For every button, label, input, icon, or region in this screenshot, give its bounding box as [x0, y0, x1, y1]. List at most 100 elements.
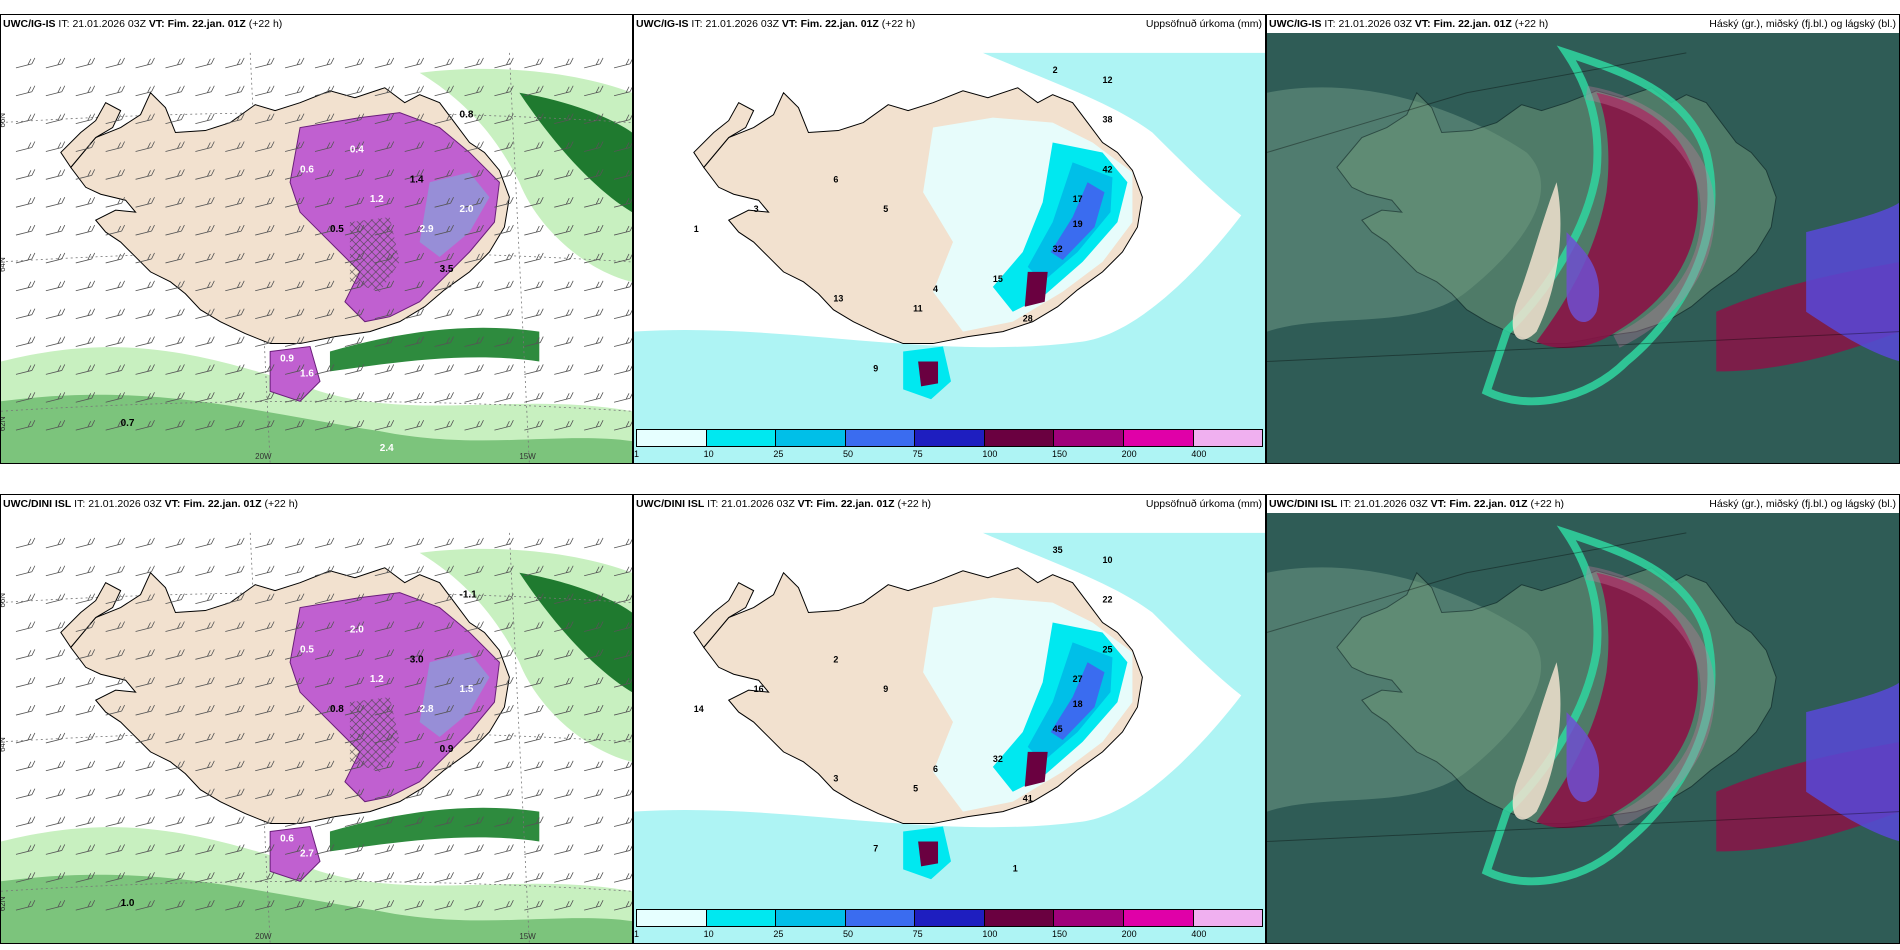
wind-barb — [524, 788, 544, 800]
wind-barb — [255, 537, 275, 549]
wind-barb — [135, 224, 155, 236]
wind-barb — [613, 393, 632, 403]
wind-barb — [195, 392, 215, 403]
valid-time-label: VT: — [164, 498, 181, 510]
temperature-value: 2.4 — [380, 443, 394, 454]
wind-barb — [344, 57, 365, 69]
valid-time-label: VT: — [1430, 498, 1447, 510]
temperature-value: 1.2 — [370, 674, 384, 685]
wind-barb — [165, 169, 185, 180]
init-time: 21.01.2026 03Z — [721, 498, 795, 510]
wind-barb — [75, 537, 96, 549]
wind-barb — [404, 308, 425, 320]
wind-barb — [494, 900, 514, 911]
wind-barb — [584, 280, 604, 292]
wind-barb — [464, 788, 484, 800]
temperature-value: 2.0 — [460, 204, 474, 215]
wind-barb — [255, 788, 275, 800]
precip-value: 16 — [754, 684, 764, 694]
wind-barb — [344, 113, 365, 124]
precip-value: 6 — [933, 764, 938, 774]
wind-barb — [464, 900, 484, 911]
wind-barb — [374, 392, 395, 403]
valid-time-label: VT: — [797, 498, 814, 510]
wind-barb — [15, 420, 36, 431]
valid-time: Fim. 22.jan. 01Z — [183, 498, 262, 510]
wind-barb — [374, 141, 395, 152]
precip-value: 5 — [883, 204, 888, 214]
wind-barb — [344, 816, 365, 827]
panel-dini-precipitation: UWC/DINI ISL IT: 21.01.2026 03Z VT: Fim.… — [633, 494, 1266, 944]
wind-barb — [255, 621, 275, 632]
wind-barb — [344, 677, 365, 688]
precip-value: 12 — [1103, 75, 1113, 85]
wind-barb — [195, 113, 215, 124]
wind-barb — [554, 900, 574, 911]
wind-barb — [195, 900, 215, 911]
wind-barb — [524, 141, 544, 152]
panel-ig-clouds: UWC/IG-IS IT: 21.01.2026 03Z VT: Fim. 22… — [1266, 14, 1900, 464]
temperature-band — [1, 394, 632, 463]
wind-barb — [225, 197, 245, 208]
wind-barb — [105, 593, 125, 604]
wind-barb — [285, 621, 305, 632]
wind-barb — [314, 760, 335, 772]
temperature-value: 3.5 — [440, 264, 454, 275]
wind-barb — [255, 649, 275, 660]
init-time-label: IT: — [74, 498, 86, 510]
wind-barb — [195, 224, 215, 236]
wind-barb — [105, 336, 125, 347]
wind-barb — [434, 565, 454, 577]
wind-barb — [225, 420, 245, 431]
wind-barb — [434, 677, 454, 688]
wind-barb — [374, 788, 395, 800]
wind-barb — [344, 649, 365, 660]
wind-barb — [524, 197, 544, 208]
wind-barb — [613, 873, 632, 883]
precip-value: 2 — [833, 654, 838, 664]
wind-barb — [554, 197, 574, 208]
wind-barb — [554, 649, 574, 660]
wind-barb — [165, 392, 185, 403]
wind-barb — [225, 364, 245, 375]
wind-barb — [584, 621, 604, 632]
latitude-label: 64N — [1, 737, 7, 752]
wind-barb — [105, 844, 125, 855]
colorbar-tick: 75 — [912, 449, 923, 459]
wind-barb — [15, 252, 36, 264]
wind-barb — [285, 872, 305, 883]
colorbar-tick: 150 — [1052, 449, 1068, 459]
map-svg — [1267, 33, 1899, 463]
wind-barb — [314, 872, 335, 883]
temperature-value: 1.0 — [121, 898, 135, 909]
wind-barb — [434, 392, 454, 403]
precip-value: 5 — [913, 784, 918, 794]
wind-barb — [285, 392, 305, 403]
wind-barb — [105, 649, 125, 660]
wind-barb — [613, 337, 632, 347]
wind-barb — [314, 420, 335, 431]
wind-barb — [15, 141, 36, 152]
wind-barb — [195, 565, 215, 577]
wind-barb — [434, 252, 454, 264]
wind-barb — [255, 760, 275, 772]
wind-barb — [374, 900, 395, 911]
wind-barb — [554, 704, 574, 716]
wind-barb — [464, 141, 484, 152]
precip-value: 32 — [993, 754, 1003, 764]
wind-barb — [15, 788, 36, 800]
model-name: UWC/DINI ISL — [3, 498, 72, 510]
wind-barb — [135, 649, 155, 660]
wind-barb — [494, 420, 514, 431]
wind-barb — [464, 57, 484, 69]
wind-barb — [464, 704, 484, 716]
wind-barb — [404, 621, 425, 632]
wind-barb — [314, 900, 335, 911]
wind-barb — [464, 308, 484, 320]
wind-barb — [494, 57, 514, 69]
wind-barb — [15, 649, 36, 660]
longitude-label: 20W — [255, 452, 272, 461]
wind-barb — [344, 537, 365, 549]
wind-barb — [135, 872, 155, 883]
